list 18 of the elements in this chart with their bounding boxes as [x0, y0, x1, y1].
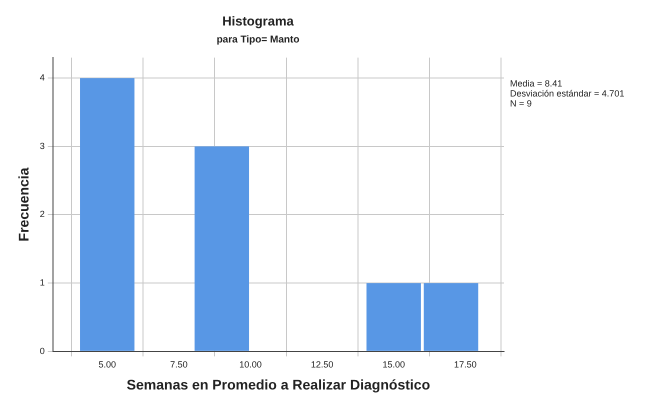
x-axis-title: Semanas en Promedio a Realizar Diagnóstico — [126, 376, 430, 392]
text: Desviación estándar = 4.701 — [510, 88, 624, 99]
x-tick-label: 12.50 — [310, 359, 334, 370]
x-tick-label: 15.00 — [382, 359, 405, 370]
y-tick-label: 1 — [40, 278, 45, 288]
text: Media = 8.41 — [510, 78, 562, 89]
x-tick-label: 17.50 — [454, 359, 477, 370]
y-axis-title: Frecuencia — [15, 167, 32, 242]
x-tick-label: 5.00 — [98, 359, 116, 370]
x-tick-label: 10.00 — [239, 359, 262, 370]
text: N = 9 — [510, 98, 532, 109]
x-tick-label: 7.50 — [170, 359, 188, 370]
y-tick-label: 3 — [40, 140, 45, 151]
chart-subtitle: para Tipo= Manto — [216, 34, 300, 46]
y-tick-label: 4 — [40, 72, 45, 83]
y-tick-label: 0 — [40, 346, 45, 356]
chart-title: Histograma — [222, 13, 295, 28]
y-tick-label: 2 — [40, 209, 45, 220]
